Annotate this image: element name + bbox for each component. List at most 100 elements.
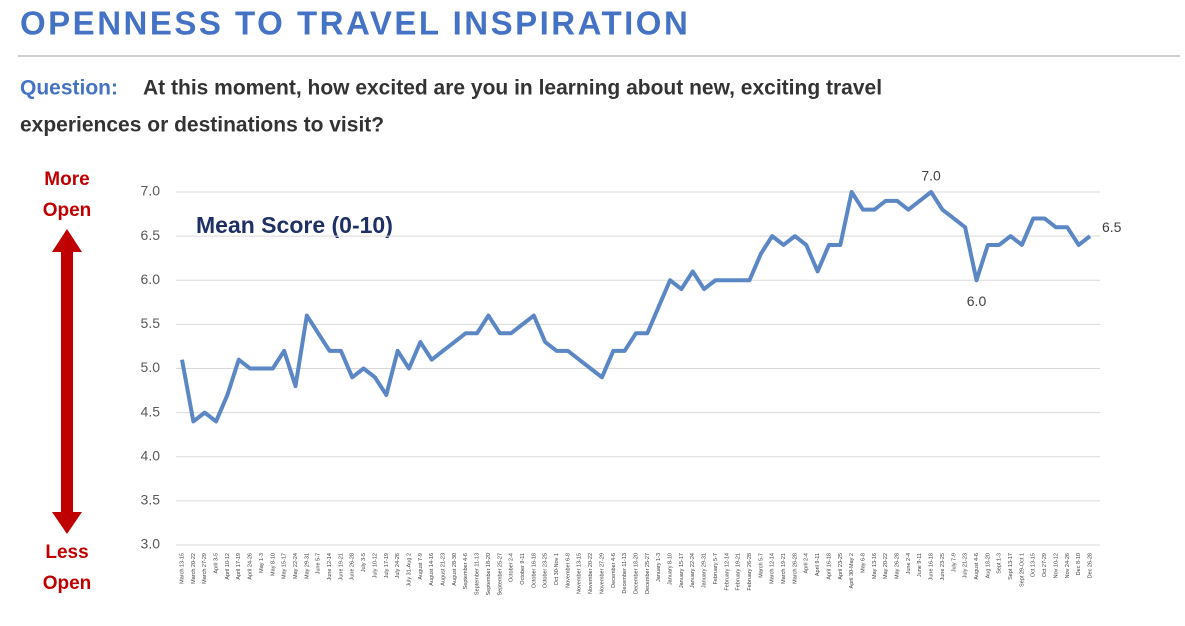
x-tick-label: September 25-27: [497, 553, 503, 596]
x-tick-label: August 14-16: [429, 553, 435, 586]
x-tick-label: September 4-6: [463, 553, 469, 589]
x-tick-label: June 23-25: [940, 553, 946, 581]
data-label: 6.0: [967, 293, 987, 309]
y-tick-label: 5.5: [141, 315, 161, 331]
x-tick-label: December 11-13: [622, 553, 628, 594]
x-tick-label: May 6-8: [860, 553, 866, 573]
x-tick-label: April 16-18: [826, 553, 832, 580]
x-tick-label: October 9-11: [520, 553, 526, 585]
question-line-1: At this moment, how excited are you in l…: [143, 77, 882, 100]
x-tick-label: August 28-30: [452, 553, 458, 586]
x-tick-label: April 2-4: [804, 553, 810, 573]
x-tick-label: December 25-27: [645, 553, 651, 594]
x-tick-label: May 29-31: [304, 553, 310, 579]
x-tick-label: January 22-24: [690, 553, 696, 588]
x-tick-label: June 2-4: [906, 553, 912, 574]
x-tick-label: December 4-6: [611, 553, 617, 588]
x-tick-label: November 27-29: [599, 553, 605, 594]
x-tick-label: Nov 24-26: [1065, 553, 1071, 578]
x-tick-label: April 9-11: [815, 553, 821, 576]
top-label-1: More: [44, 169, 89, 190]
x-tick-label: July 21-23: [963, 553, 969, 578]
y-tick-label: 3.0: [141, 536, 161, 552]
x-tick-label: April 23-25: [838, 553, 844, 580]
bottom-label-1: Less: [45, 542, 88, 563]
x-tick-label: Sept 29-Oct 1: [1019, 553, 1025, 587]
x-tick-label: January 1-3: [656, 553, 662, 582]
x-tick-label: Sept 1-3: [997, 553, 1003, 574]
x-tick-label: June 9-11: [917, 553, 923, 577]
x-tick-label: September 18-20: [486, 553, 492, 596]
x-tick-label: May 8-10: [270, 553, 276, 576]
question-label: Question:: [20, 77, 118, 100]
data-label: 6.5: [1102, 219, 1122, 235]
x-tick-label: March 20-22: [191, 553, 197, 584]
top-label-2: Open: [43, 200, 92, 221]
x-tick-label: May 26-28: [895, 553, 901, 579]
chart-subtitle: Mean Score (0-10): [196, 212, 393, 238]
x-tick-label: Oct 30-Nov 1: [554, 553, 560, 585]
x-tick-label: July 10-12: [372, 553, 378, 578]
x-tick-label: Aug 18-20: [985, 553, 991, 578]
x-tick-label: May 20-22: [883, 553, 889, 579]
x-tick-label: Dec 26-28: [1087, 553, 1093, 578]
x-tick-label: April 24-26: [248, 553, 254, 580]
x-tick-label: April 10-12: [225, 553, 231, 580]
plot: 3.0 3.5 4.0 4.5 5.0 5.5 6.0 6.5 7.0 March 13-15 Ma…: [141, 168, 1122, 596]
y-tick-label: 6.0: [141, 271, 161, 287]
x-tick-label: June 12-14: [327, 553, 333, 581]
x-tick-label: May 15-17: [282, 553, 288, 579]
x-tick-label: November 6-8: [565, 553, 571, 588]
x-tick-label: March 13-15: [179, 553, 185, 584]
x-tick-label: January 29-31: [702, 553, 708, 588]
x-tick-label: August 4-6: [974, 553, 980, 580]
x-tick-label: May 22-24: [293, 553, 299, 579]
x-tick-label: March 19-21: [781, 553, 787, 584]
x-tick-label: October 16-18: [531, 553, 537, 588]
bottom-label-2: Open: [43, 573, 92, 594]
data-label: 7.0: [921, 168, 941, 184]
x-tick-label: June 19-21: [338, 553, 344, 581]
y-tick-label: 7.0: [141, 183, 161, 199]
x-tick-label: October 23-25: [543, 553, 549, 588]
x-tick-label: February 5-7: [713, 553, 719, 585]
x-tick-label: August 7-9: [418, 553, 424, 580]
x-tick-label: October 2-4: [509, 553, 515, 582]
x-tick-label: April 17-19: [236, 553, 242, 580]
x-tick-label: February 19-21: [736, 553, 742, 591]
x-tick-label: March 26-28: [792, 553, 798, 584]
x-tick-label: November 20-22: [588, 553, 594, 594]
x-tick-label: September 11-13: [475, 553, 481, 595]
data-line: [180, 190, 1092, 424]
x-tick-label: May 1-3: [259, 553, 265, 573]
page-title: OPENNESS TO TRAVEL INSPIRATION: [20, 5, 690, 42]
x-tick-label: December 18-20: [633, 553, 639, 594]
x-tick-label: February 26-28: [747, 553, 753, 591]
x-tick-label: July 17-19: [384, 553, 390, 578]
x-tick-label: March 12-14: [770, 553, 776, 584]
x-tick-label: June 5-7: [316, 553, 322, 574]
x-tick-label: July 31-Aug 2: [406, 553, 412, 587]
x-tick-label: February 12-14: [724, 553, 730, 591]
x-tick-label: Dec 8-10: [1076, 553, 1082, 575]
y-tick-label: 4.5: [141, 403, 161, 419]
y-tick-label: 6.5: [141, 227, 161, 243]
x-tick-label: March 5-7: [758, 553, 764, 578]
x-tick-label: Nov 10-12: [1053, 553, 1059, 578]
x-tick-label: Sept 13-17: [1008, 553, 1014, 580]
y-tick-label: 3.5: [141, 492, 161, 508]
y-tick-label: 4.0: [141, 447, 161, 463]
x-tick-label: July 7-9: [951, 553, 957, 572]
x-tick-label: June 16-18: [929, 553, 935, 581]
double-arrow: [52, 229, 82, 534]
x-tick-label: Oct 27-29: [1042, 553, 1048, 577]
x-tick-label: January 8-10: [668, 553, 674, 585]
x-tick-label: March 27-29: [202, 553, 208, 584]
question-line-2: experiences or destinations to visit?: [20, 114, 384, 137]
x-tick-label: November 13-15: [577, 553, 583, 594]
x-tick-label: April 30-May 2: [849, 553, 855, 588]
x-tick-label: July 3-5: [361, 553, 367, 572]
x-tick-label: May 13-16: [872, 553, 878, 579]
x-tick-label: April 3-5: [214, 553, 220, 573]
